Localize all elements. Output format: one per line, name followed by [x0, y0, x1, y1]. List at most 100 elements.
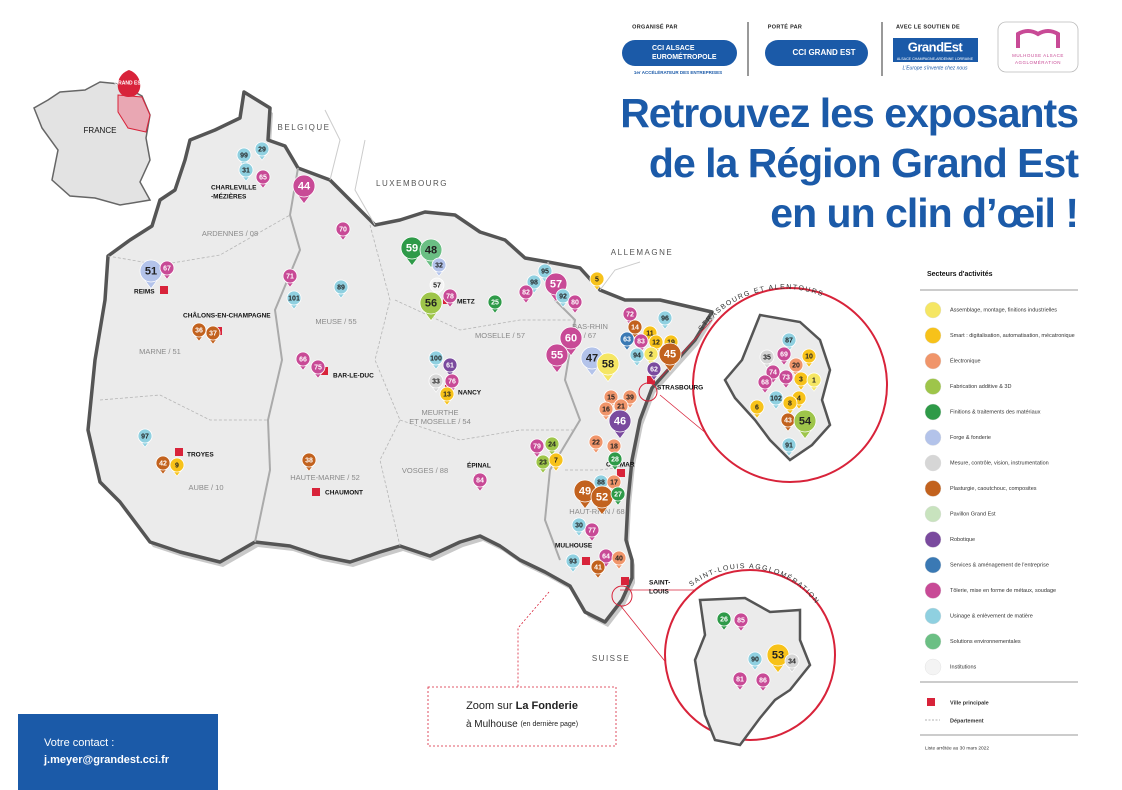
- legend-swatch: [924, 429, 942, 446]
- pin: 22: [588, 434, 604, 454]
- pin-label: 82: [522, 289, 530, 296]
- legend-city-marker: [927, 698, 935, 706]
- city-label: CHAUMONT: [325, 490, 363, 497]
- pin: 100: [428, 350, 444, 370]
- pin: 102: [768, 390, 784, 410]
- dept-line: [99, 394, 268, 421]
- department-label: BAS-RHIN: [572, 322, 608, 331]
- pin-head: [589, 271, 605, 287]
- pin-label: 61: [446, 362, 454, 369]
- contact-email[interactable]: j.meyer@grandest.cci.fr: [43, 754, 170, 766]
- pin: 20: [788, 357, 804, 377]
- pin-head: [658, 342, 682, 366]
- department-label: MOSELLE / 57: [475, 331, 525, 340]
- pin-head: [428, 373, 444, 389]
- legend-swatch: [924, 582, 942, 599]
- dept-line: [565, 464, 636, 471]
- inset-country: FRANCE: [84, 126, 117, 135]
- pin: 16: [598, 401, 614, 421]
- callout-place: à Mulhouse: [466, 719, 518, 730]
- pin-head: [429, 277, 445, 293]
- pin: 26: [716, 611, 732, 631]
- country-line: [324, 109, 341, 181]
- legend-label: Smart : digitalisation, automatisation, …: [950, 333, 1075, 339]
- legend-swatch: [924, 633, 942, 650]
- pin-head: [747, 651, 763, 667]
- pin-label: 27: [614, 491, 622, 498]
- pin-label: 95: [541, 268, 549, 275]
- pin-label: 36: [195, 327, 203, 334]
- pin-label: 70: [339, 226, 347, 233]
- city-label: TROYES: [187, 452, 214, 459]
- pin-head: [286, 290, 302, 306]
- pin: 77: [584, 522, 600, 542]
- pin: 68: [757, 374, 773, 394]
- pin-label: 74: [769, 369, 777, 376]
- pin-label: 71: [286, 273, 294, 280]
- pin-label: 67: [163, 265, 171, 272]
- pin: 44: [292, 174, 316, 205]
- legend-swatch: [924, 480, 942, 497]
- pin-label: 41: [594, 564, 602, 571]
- city-label: LOUIS: [649, 589, 670, 596]
- pin: 53: [766, 643, 790, 674]
- m2a-name: MULHOUSE ALSACE: [1012, 53, 1064, 58]
- legend-swatch: [924, 531, 942, 548]
- pin-label: 69: [780, 351, 788, 358]
- city-label: CHÂLONS-EN-CHAMPAGNE: [183, 311, 271, 320]
- pin: 6: [749, 399, 765, 419]
- pin-label: 102: [770, 395, 782, 402]
- pin-label: 72: [626, 311, 634, 318]
- pin-head: [598, 401, 614, 417]
- pin-head: [622, 306, 638, 322]
- pin-head: [487, 294, 503, 310]
- pin-label: 65: [259, 174, 267, 181]
- pin: 93: [565, 553, 581, 573]
- pin-label: 93: [569, 558, 577, 565]
- pin: 37: [205, 325, 221, 345]
- pin: 54: [793, 409, 817, 440]
- contact: Votre contact : j.meyer@grandest.cci.fr: [18, 714, 218, 790]
- pin-head: [778, 369, 794, 385]
- border-line: [543, 261, 582, 561]
- pin-label: 3: [799, 376, 803, 383]
- legend-swatch: [924, 403, 942, 421]
- city-marker: [617, 469, 625, 477]
- pin-label: 97: [141, 433, 149, 440]
- pin-label: 46: [614, 415, 626, 427]
- grand-est-tagline: L'Europe s'invente chez nous: [902, 65, 968, 71]
- pin: 38: [301, 452, 317, 472]
- pin: 40: [611, 550, 627, 570]
- contact-label: Votre contact :: [44, 737, 114, 749]
- pin-head: [137, 428, 153, 444]
- legend-label: Tôlerie, mise en forme de métaux, soudag…: [950, 588, 1056, 594]
- pin: 41: [590, 559, 606, 579]
- pin: 34: [784, 653, 800, 673]
- pin: 84: [472, 472, 488, 492]
- pin-label: 89: [337, 284, 345, 291]
- pin-head: [518, 284, 534, 300]
- pin: 8: [782, 395, 798, 415]
- pin: 10: [801, 348, 817, 368]
- country-label: SUISSE: [592, 654, 630, 663]
- pin: 49: [573, 479, 597, 510]
- pin-label: 7: [554, 457, 558, 464]
- pin-label: 54: [799, 415, 812, 427]
- pin-head: [159, 260, 175, 276]
- pin: 97: [137, 428, 153, 448]
- legend-swatch: [924, 505, 942, 523]
- pin: 98: [526, 274, 542, 294]
- fonderie-callout: Zoom sur La Fonderie à Mulhouse (en dern…: [427, 591, 617, 747]
- country-label: ALLEMAGNE: [611, 248, 673, 257]
- m2a-name: AGGLOMÉRATION: [1015, 59, 1061, 65]
- pin-head: [526, 274, 542, 290]
- country-label: LUXEMBOURG: [376, 179, 448, 188]
- city-label: NANCY: [458, 390, 482, 397]
- carried-by: PORTÉ PAR: [768, 22, 802, 30]
- city-label: -MÉZIÈRES: [211, 192, 247, 201]
- pin-label: 86: [759, 677, 767, 684]
- outer-borders: [324, 109, 641, 291]
- pin-head: [442, 288, 458, 304]
- city-marker: [312, 488, 320, 496]
- pin-label: 75: [314, 364, 322, 371]
